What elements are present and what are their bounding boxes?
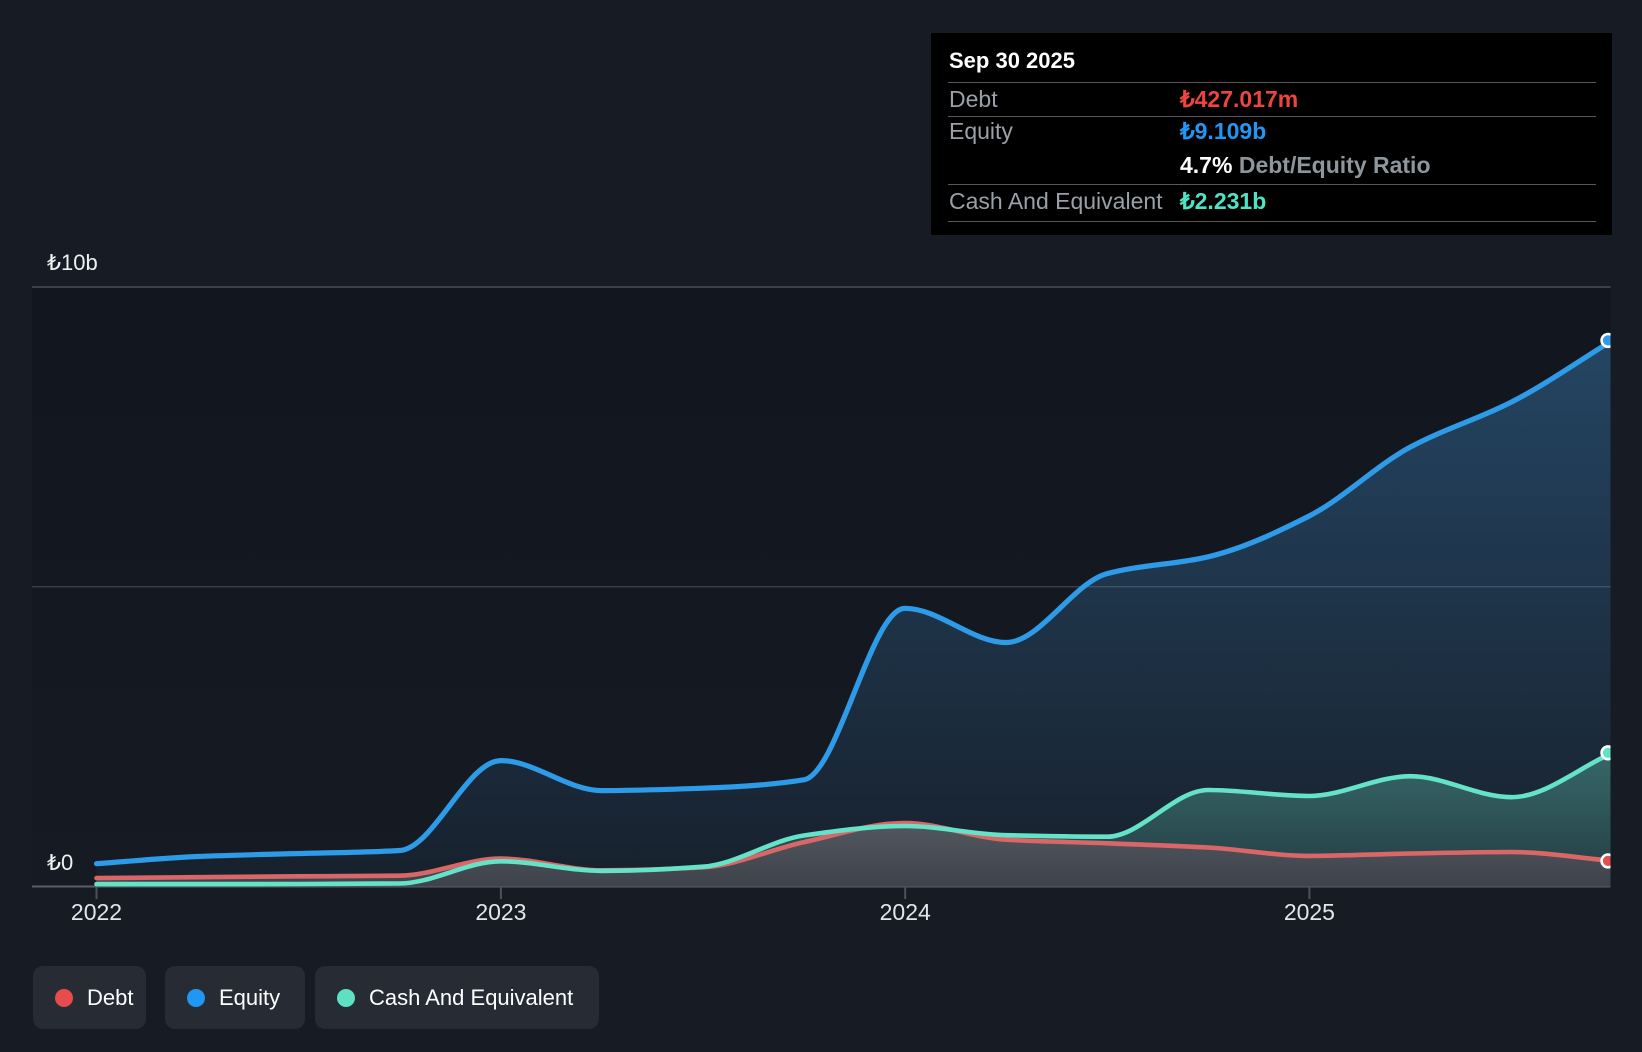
svg-text:₺0: ₺0 xyxy=(47,850,73,875)
svg-text:2024: 2024 xyxy=(880,899,931,925)
svg-text:₺10b: ₺10b xyxy=(47,250,98,275)
svg-text:2022: 2022 xyxy=(71,899,122,925)
svg-text:2025: 2025 xyxy=(1284,899,1335,925)
svg-text:2023: 2023 xyxy=(475,899,526,925)
